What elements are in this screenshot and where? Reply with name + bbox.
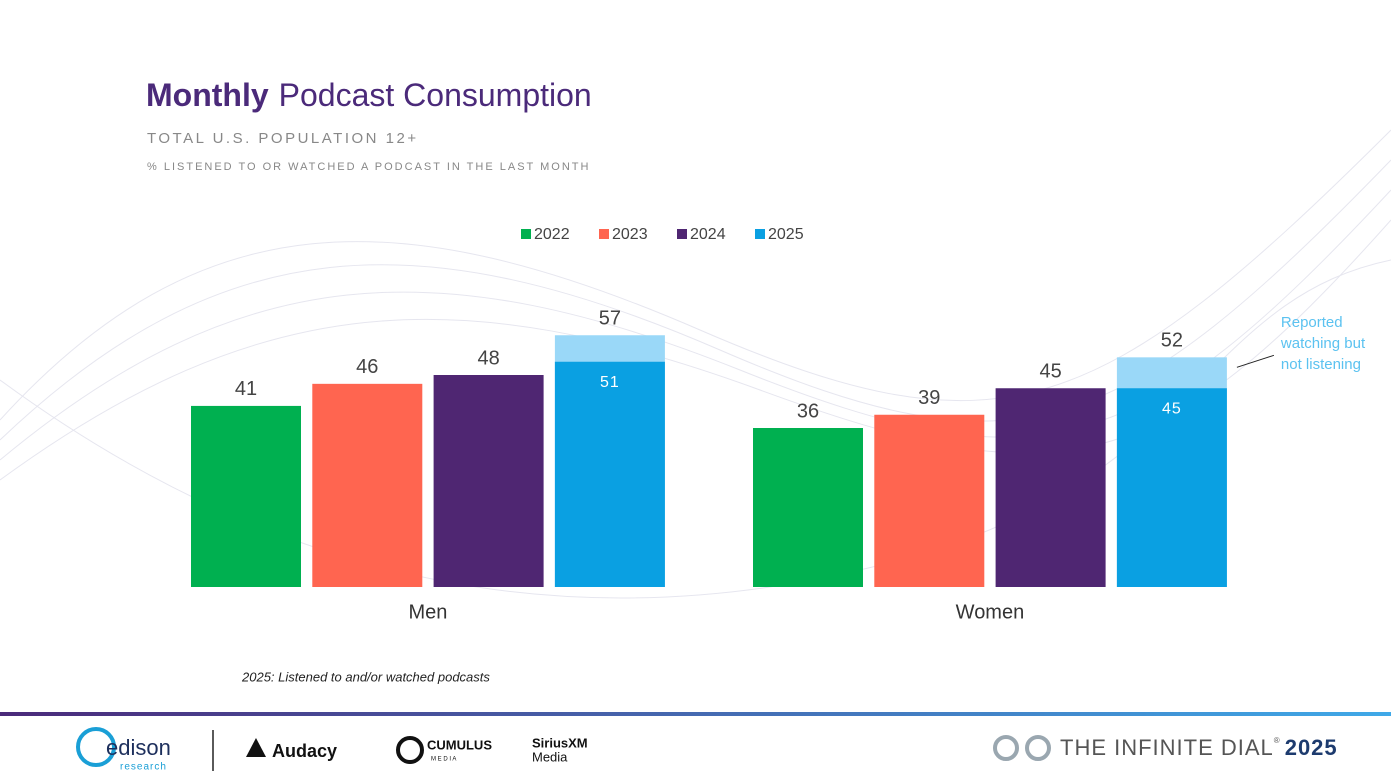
bar bbox=[433, 375, 544, 587]
logo-edison: edison bbox=[106, 735, 171, 760]
chart-title: Monthly Podcast Consumption bbox=[146, 77, 592, 113]
bar bbox=[191, 405, 301, 587]
value-label: 36 bbox=[797, 400, 819, 422]
value-label: 46 bbox=[356, 356, 378, 378]
logo-cumulus-sub: M E D I A bbox=[431, 757, 456, 763]
title-bold: Monthly bbox=[146, 77, 269, 113]
bar bbox=[1116, 388, 1227, 587]
legend-label: 2022 bbox=[534, 226, 570, 243]
bar bbox=[874, 414, 985, 587]
brand-mark: ® bbox=[1274, 736, 1281, 745]
bar bbox=[312, 383, 423, 587]
logo-edison-sub: research bbox=[120, 762, 167, 773]
edison-icon bbox=[76, 727, 116, 767]
value-label: 51 bbox=[600, 374, 620, 391]
annotation: Reported bbox=[1281, 314, 1343, 331]
value-label: 41 bbox=[235, 378, 257, 400]
legend-swatch bbox=[677, 229, 687, 239]
value-label: 45 bbox=[1162, 400, 1182, 417]
title-rest: Podcast Consumption bbox=[279, 77, 592, 113]
brand-name: THE INFINITE DIAL bbox=[1060, 735, 1274, 760]
x-tick-label: Women bbox=[956, 601, 1025, 623]
legend-label: 2023 bbox=[612, 226, 648, 243]
legend-swatch bbox=[521, 229, 531, 239]
bar bbox=[753, 428, 863, 587]
footer: edison research Audacy CUMULUS M E D I A… bbox=[76, 727, 1338, 773]
subtitle: TOTAL U.S. POPULATION 12+ bbox=[147, 130, 419, 147]
audacy-icon bbox=[246, 738, 266, 757]
logo-cumulus: CUMULUS bbox=[427, 737, 492, 752]
overlay-value-label: 57 bbox=[599, 308, 621, 330]
footer-rule bbox=[0, 712, 1391, 716]
bar bbox=[554, 361, 665, 587]
infinite-icon bbox=[993, 735, 1051, 761]
overlay-value-label: 52 bbox=[1161, 330, 1183, 352]
cumulus-icon bbox=[396, 736, 424, 764]
legend-swatch bbox=[599, 229, 609, 239]
brand: THE INFINITE DIAL® 2025 bbox=[1060, 735, 1338, 760]
logo-siriusxm: SiriusXM bbox=[532, 735, 588, 750]
value-label: 45 bbox=[1039, 361, 1061, 383]
annotation: not listening bbox=[1281, 356, 1361, 373]
bar bbox=[995, 388, 1106, 587]
value-label: 39 bbox=[918, 387, 940, 409]
annotation-leader bbox=[1236, 354, 1275, 368]
legend-label: 2025 bbox=[768, 226, 804, 243]
subtitle-2: % LISTENED TO OR WATCHED A PODCAST IN TH… bbox=[147, 161, 590, 173]
logo-audacy: Audacy bbox=[272, 741, 337, 761]
x-tick-label: Men bbox=[408, 601, 447, 623]
annotation: watching but bbox=[1280, 335, 1366, 352]
note: 2025: Listened to and/or watched podcast… bbox=[241, 669, 490, 684]
value-label: 48 bbox=[477, 347, 499, 369]
legend-swatch bbox=[755, 229, 765, 239]
logo-siriusxm-sub: Media bbox=[532, 749, 568, 764]
legend-label: 2024 bbox=[690, 226, 726, 243]
brand-year: 2025 bbox=[1285, 735, 1338, 760]
